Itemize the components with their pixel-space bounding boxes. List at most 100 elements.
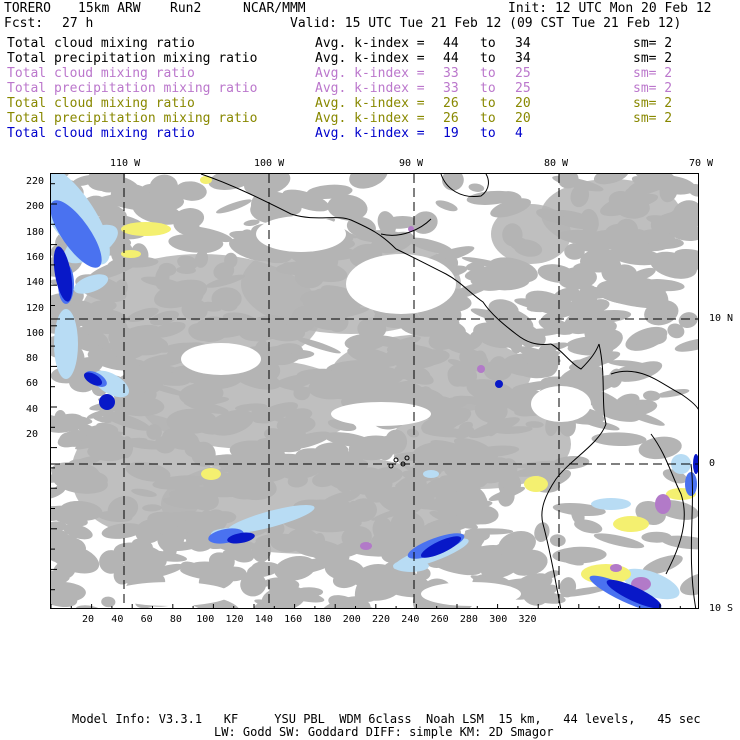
cloud-gray-blob (466, 190, 516, 205)
cloud-gray-blob (537, 264, 576, 283)
legend-avg-label: Avg. k-index = (315, 51, 425, 66)
model-name: TORERO (4, 1, 51, 16)
legend-k-start: 33 (443, 66, 459, 81)
legend-k-start: 26 (443, 96, 459, 111)
cloud-yellow (200, 176, 212, 184)
cloud-gray-blob (382, 216, 419, 229)
legend-field: Total cloud mixing ratio (7, 36, 195, 51)
cloud-yellow (201, 468, 221, 480)
cloud-gray-blob (99, 550, 124, 574)
cloud-gray-blob (51, 538, 69, 549)
model-resolution: 15km ARW (78, 1, 141, 16)
cloud-gray-blob (593, 533, 645, 549)
cloud-gray-blob (435, 200, 458, 212)
legend-k-start: 26 (443, 111, 459, 126)
cloud-purple (655, 494, 671, 514)
cloud-gray-blob (63, 523, 93, 540)
legend-k-start: 33 (443, 81, 459, 96)
coastline (380, 218, 432, 236)
coastline (200, 174, 397, 250)
cloud-gray-blob (625, 326, 668, 351)
clear-sky-patch (531, 386, 591, 422)
cloud-gray-blob (534, 522, 550, 542)
cloud-gray-mass (141, 359, 361, 449)
cloud-dark-blue (420, 536, 462, 558)
cloud-mid-blue (51, 200, 102, 268)
y-tick-label: 20 (26, 429, 39, 440)
init-time: Init: 12 UTC Mon 20 Feb 12 (508, 1, 712, 16)
y-tick-label: 40 (26, 403, 39, 415)
x-tick-label: 200 (342, 614, 361, 625)
cloud-purple (360, 542, 372, 550)
legend-avg-label: Avg. k-index = (315, 81, 425, 96)
y-tick-label: 100 (26, 327, 45, 339)
coastline (550, 343, 600, 370)
cloud-gray-mass (491, 204, 571, 264)
legend-k-end: 4 (515, 126, 523, 141)
tick-marks (51, 183, 681, 608)
x-tick-label: 80 (169, 614, 182, 625)
legend-avg-label: Avg. k-index = (315, 111, 425, 126)
legend-smoothing: sm= 2 (633, 51, 673, 66)
cloud-gray-blob (184, 226, 233, 243)
legend-to: to (480, 111, 496, 126)
legend-to: to (480, 51, 496, 66)
cloud-gray-blob (53, 561, 76, 580)
lat-label-10n: 10 N (709, 313, 734, 324)
legend-field: Total cloud mixing ratio (7, 96, 195, 111)
cloud-light-blue (591, 498, 631, 510)
cloud-mid-blue (685, 472, 697, 496)
cloud-gray-blob (408, 237, 453, 254)
legend-k-end: 25 (515, 66, 531, 81)
legend-avg-label: Avg. k-index = (315, 126, 425, 141)
cloud-gray-blob (581, 329, 623, 356)
cloud-gray-blob (591, 432, 647, 447)
legend-field: Total cloud mixing ratio (7, 66, 195, 81)
y-tick-label: 60 (26, 378, 39, 390)
coastline (690, 463, 697, 608)
cloud-gray-blob (251, 561, 268, 571)
coastline (395, 248, 552, 345)
legend-field: Total precipitation mixing ratio (7, 51, 258, 66)
cloud-gray-blob (442, 174, 464, 191)
map-panel (50, 173, 699, 609)
cloud-gray-blob (429, 555, 482, 576)
legend-smoothing: sm= 2 (633, 96, 673, 111)
clear-sky-patch (181, 343, 261, 375)
cloud-gray-blob (51, 591, 60, 601)
cloud-gray-blob (573, 260, 610, 270)
cloud-gray-blob (667, 323, 685, 339)
cloud-gray-blob (93, 415, 112, 423)
cloud-gray-blob (574, 290, 589, 311)
cloud-gray-blob (634, 174, 677, 188)
legend-smoothing: sm= 2 (633, 81, 673, 96)
cloud-gray-blob (276, 588, 325, 603)
cloud-gray-blob (519, 326, 540, 348)
cloud-gray-blob (656, 389, 690, 398)
cloud-gray-blob (166, 540, 204, 552)
cloud-gray-blob (568, 351, 621, 371)
cloud-dark-blue (227, 532, 255, 544)
y-tick-label: 220 (26, 176, 45, 187)
cloud-dark-blue (606, 579, 662, 608)
cloud-gray-blob (538, 317, 574, 335)
cloud-gray-blob (674, 248, 698, 262)
cloud-gray-mass (71, 414, 211, 534)
model-run: Run2 (170, 1, 202, 16)
cloud-gray-blob (51, 521, 69, 531)
cloud-gray-blob (464, 528, 514, 535)
legend-k-end: 20 (515, 96, 531, 111)
cloud-dark-blue (83, 372, 103, 386)
cloud-gray-blob (137, 550, 188, 562)
lat-label-0: 0 (709, 458, 716, 469)
cloud-gray-blob (543, 570, 560, 579)
cloud-gray-mass (391, 399, 571, 489)
x-tick-label: 20 (82, 614, 95, 625)
cloud-light-blue (393, 560, 429, 572)
cloud-gray-blob (498, 530, 536, 558)
cloud-gray-blob (674, 338, 698, 352)
cloud-gray-blob (180, 567, 224, 581)
galapagos-island (393, 457, 399, 463)
cloud-gray-blob (252, 191, 302, 217)
x-tick-label: 120 (225, 614, 244, 625)
